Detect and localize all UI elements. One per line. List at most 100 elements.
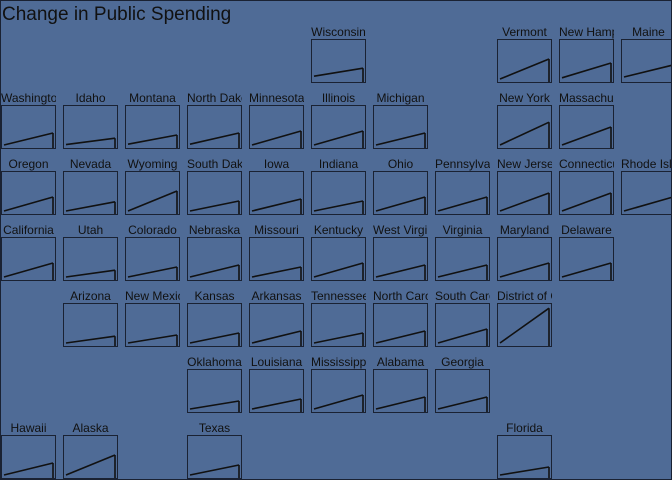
tile-label: Washington	[1, 91, 56, 105]
tile-plot	[249, 237, 304, 281]
tile-label: Minnesota	[249, 91, 304, 105]
tile-vermont: Vermont	[497, 25, 552, 83]
tile-label: New Hampshire	[559, 25, 614, 39]
tile-plot	[497, 303, 552, 347]
tile-border	[559, 39, 614, 83]
tile-border	[435, 237, 490, 281]
series-line-oklahoma	[189, 400, 240, 410]
tile-plot	[435, 369, 490, 413]
tile-plot	[1, 435, 56, 479]
tile-border	[497, 171, 552, 215]
tile-border	[497, 303, 552, 347]
tile-border	[621, 171, 671, 215]
tile-nebraska: Nebraska	[187, 223, 242, 281]
tile-label: Colorado	[128, 223, 177, 237]
tile-plot	[187, 369, 242, 413]
series-line-montana	[127, 134, 178, 145]
tile-wyoming: Wyoming	[125, 157, 180, 215]
tile-label: South Carolina	[435, 289, 490, 303]
tile-plot	[311, 303, 366, 347]
series-line-wisconsin	[313, 67, 364, 77]
tile-label: Alaska	[72, 421, 109, 435]
tile-label: Michigan	[376, 91, 425, 105]
tile-border	[249, 171, 304, 215]
tile-plot	[63, 171, 118, 215]
tile-alaska: Alaska	[63, 421, 118, 479]
tile-plot	[559, 237, 614, 281]
tile-connecticut: Connecticut	[559, 157, 614, 215]
tile-border	[373, 171, 428, 215]
tile-label: Idaho	[75, 91, 106, 105]
tile-border	[311, 171, 366, 215]
tile-plot	[435, 303, 490, 347]
series-line-missouri	[251, 266, 302, 278]
tile-plot	[1, 171, 56, 215]
tile-label: West Virginia	[373, 223, 428, 237]
tile-label: New Mexico	[125, 289, 180, 303]
tile-delaware: Delaware	[559, 223, 614, 281]
tile-label: Hawaii	[10, 421, 47, 435]
tile-plot	[559, 39, 614, 83]
tile-utah: Utah	[63, 223, 118, 281]
tile-border	[63, 171, 118, 215]
series-line-tennessee	[313, 332, 364, 344]
tile-montana: Montana	[125, 91, 180, 149]
tile-label: South Dakota	[187, 157, 242, 171]
tile-label: Wyoming	[127, 157, 178, 171]
series-line-utah	[65, 269, 116, 278]
tile-california: California	[1, 223, 56, 281]
tile-west-virginia: West Virginia	[373, 223, 428, 281]
series-line-oregon	[3, 196, 54, 212]
tile-label: Louisiana	[250, 355, 303, 369]
tile-pennsylvania: Pennsylvania	[435, 157, 490, 215]
tile-label: Utah	[77, 223, 104, 237]
series-line-north-dakota	[189, 132, 240, 145]
series-line-massachusetts	[561, 126, 612, 146]
series-line-indiana	[313, 200, 364, 212]
tile-virginia: Virginia	[435, 223, 490, 281]
tile-plot	[249, 171, 304, 215]
tile-plot	[497, 435, 552, 479]
series-line-rhode-island	[623, 196, 671, 212]
tile-plot	[187, 105, 242, 149]
series-line-maryland	[499, 262, 550, 278]
tile-label: North Carolina	[373, 289, 428, 303]
tile-border	[559, 171, 614, 215]
tile-washington: Washington	[1, 91, 56, 149]
series-line-arkansas	[251, 330, 302, 344]
tile-label: Tennessee	[311, 289, 366, 303]
tile-north-carolina: North Carolina	[373, 289, 428, 347]
tile-south-carolina: South Carolina	[435, 289, 490, 347]
tile-arizona: Arizona	[63, 289, 118, 347]
series-line-alabama	[375, 396, 426, 410]
tile-border	[497, 39, 552, 83]
tile-label: Arkansas	[251, 289, 302, 303]
tile-alabama: Alabama	[373, 355, 428, 413]
tile-border	[373, 237, 428, 281]
tile-plot	[1, 237, 56, 281]
tile-border	[249, 237, 304, 281]
tile-label: California	[3, 223, 54, 237]
tile-border	[621, 39, 671, 83]
tile-arkansas: Arkansas	[249, 289, 304, 347]
tile-michigan: Michigan	[373, 91, 428, 149]
tile-plot	[497, 237, 552, 281]
tile-plot	[311, 39, 366, 83]
tile-label: New Jersey	[497, 157, 552, 171]
tile-label: Delaware	[561, 223, 612, 237]
tile-minnesota: Minnesota	[249, 91, 304, 149]
tile-kentucky: Kentucky	[311, 223, 366, 281]
tile-plot	[187, 435, 242, 479]
tile-plot	[497, 39, 552, 83]
tile-border	[125, 171, 180, 215]
series-line-south-carolina	[437, 328, 488, 344]
tile-border	[373, 105, 428, 149]
tile-plot	[559, 105, 614, 149]
tile-border	[249, 303, 304, 347]
tile-new-mexico: New Mexico	[125, 289, 180, 347]
tile-plot	[1, 105, 56, 149]
tile-label: Virginia	[442, 223, 483, 237]
tile-plot	[621, 39, 671, 83]
series-line-wyoming	[127, 190, 178, 212]
